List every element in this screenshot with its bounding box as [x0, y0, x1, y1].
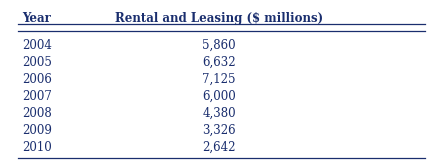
Text: 4,380: 4,380: [202, 107, 236, 120]
Text: 2004: 2004: [22, 39, 52, 52]
Text: Year: Year: [22, 12, 51, 25]
Text: 3,326: 3,326: [202, 124, 236, 137]
Text: 2005: 2005: [22, 56, 52, 69]
Text: 7,125: 7,125: [202, 73, 236, 86]
Text: 2007: 2007: [22, 90, 52, 103]
Text: 2008: 2008: [22, 107, 52, 120]
Text: 2009: 2009: [22, 124, 52, 137]
Text: 2006: 2006: [22, 73, 52, 86]
Text: Rental and Leasing ($ millions): Rental and Leasing ($ millions): [115, 12, 323, 25]
Text: 6,632: 6,632: [202, 56, 236, 69]
Text: 2,642: 2,642: [202, 141, 236, 154]
Text: 5,860: 5,860: [202, 39, 236, 52]
Text: 6,000: 6,000: [202, 90, 236, 103]
Text: 2010: 2010: [22, 141, 52, 154]
